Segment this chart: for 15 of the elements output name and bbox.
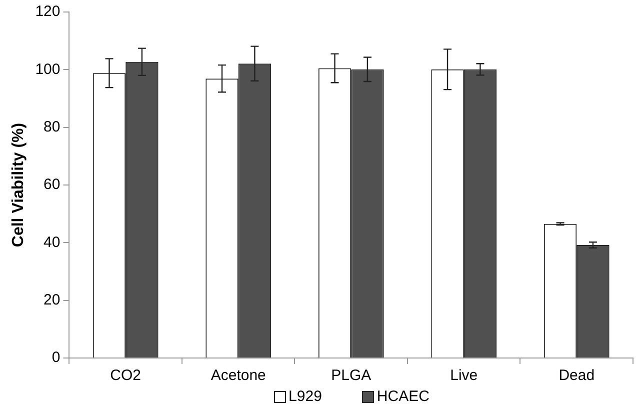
- x-tick-label: Dead: [558, 367, 595, 384]
- y-tick-label: 40: [44, 234, 60, 251]
- y-tick-label: 120: [35, 3, 60, 20]
- y-tick-label: 100: [35, 60, 60, 78]
- y-tick-label: 60: [44, 176, 60, 194]
- y-tick-label: 80: [44, 118, 60, 136]
- y-tick-label: 20: [44, 291, 60, 308]
- y-tick-label: 0: [52, 349, 60, 366]
- y-axis-title: Cell Viability (%): [10, 122, 28, 248]
- x-tick-label: Acetone: [210, 367, 266, 384]
- x-tick-label: CO2: [110, 367, 142, 384]
- x-tick-label: PLGA: [331, 367, 372, 384]
- text: L929: [288, 388, 322, 405]
- x-tick-label: Live: [450, 367, 478, 384]
- legend-label: HCAEC: [376, 388, 430, 405]
